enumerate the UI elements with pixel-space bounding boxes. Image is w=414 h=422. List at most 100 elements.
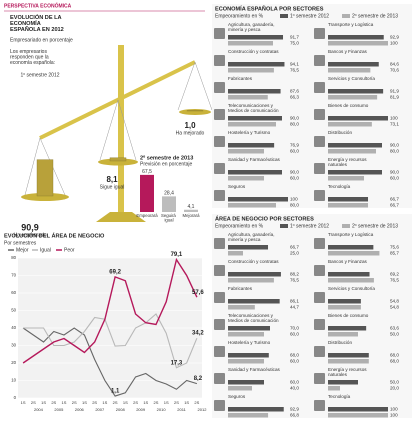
bar [228, 305, 255, 310]
text-line: Bienes de consumo [328, 313, 369, 318]
value-label: 92,9 [290, 407, 299, 412]
bar [328, 407, 388, 412]
category-label: Seguros [228, 184, 246, 189]
bar [328, 176, 364, 181]
value-label: 86,1 [290, 299, 299, 304]
value-label: 20,0 [390, 386, 399, 391]
value-label: 100 [290, 197, 298, 202]
value-label: 50,0 [390, 332, 399, 337]
legend-label: Peor [64, 247, 75, 253]
note: Los empresarios responden que la economí… [10, 49, 55, 66]
category-label: Energía y recursos naturales [328, 157, 368, 167]
text-line: ECONOMÍA [10, 19, 42, 27]
value-label: 88,2 [290, 272, 299, 277]
text-line: Fabricantes [228, 76, 253, 81]
text-line: Telecomunicaciones y [228, 313, 274, 318]
bar [228, 149, 264, 154]
bar [228, 116, 282, 121]
category-label: Telecomunicaciones y Medios de comunicac… [228, 103, 279, 113]
sector-icon [314, 373, 325, 384]
category-label: Distribución [328, 340, 352, 345]
bar [328, 41, 388, 46]
bar [328, 359, 369, 364]
text-line: Transporte y Logística [328, 22, 374, 27]
value-label: 94,1 [290, 62, 299, 67]
category-label: Fabricantes [228, 286, 253, 291]
subtitle: Previsión en porcentaje [140, 161, 192, 167]
sector-icon [314, 292, 325, 303]
value-label: 60,0 [290, 380, 299, 385]
category-label: Fabricantes [228, 76, 253, 81]
x-tick-label: 1S [41, 400, 46, 405]
text-line: Seguros [228, 394, 246, 399]
legend-label: 1º semestre 2012 [290, 223, 329, 229]
x-tick-label: 2S [133, 400, 138, 405]
sector-icon [314, 163, 325, 174]
value-label: 25,0 [290, 251, 299, 256]
value-label: 81,9 [390, 95, 399, 100]
string [177, 61, 196, 111]
category-label: Bienes de consumo [328, 313, 369, 318]
x-tick-label: 2S [72, 400, 77, 405]
bar [328, 35, 384, 40]
value-label: 69,2 [109, 269, 121, 275]
bar [228, 380, 264, 385]
value-label: 68,0 [390, 353, 399, 358]
category-label: Ha empeorado [13, 232, 46, 238]
legend-swatch [280, 224, 288, 228]
sector-icon [214, 28, 225, 39]
value-label: 54,8 [390, 299, 399, 304]
chart-title: ÁREA DE NEGOCIO POR SECTORES [215, 215, 314, 222]
bar [328, 143, 382, 148]
value-label: 76,5 [390, 278, 399, 283]
value-label: 1,1 [111, 389, 120, 395]
bar [328, 380, 358, 385]
value-label: 90,9 [21, 222, 39, 232]
value-label: 34,2 [192, 331, 204, 337]
value-label: 8,2 [194, 376, 203, 382]
value-label: 90,0 [290, 116, 299, 121]
value-label: 100 [390, 413, 398, 418]
bar [228, 89, 281, 94]
sector-icon [314, 346, 325, 357]
category-label: Bienes de consumo [328, 103, 369, 108]
bar [228, 143, 275, 148]
value-label: 100 [390, 116, 398, 121]
text-line: Distribución [328, 340, 352, 345]
text-line: Transporte y Logística [328, 232, 374, 237]
value-label: 70,0 [290, 326, 299, 331]
value-label: 67,5 [142, 169, 152, 175]
y-tick-label: 30 [11, 343, 16, 348]
sector-icon [214, 55, 225, 66]
value-label: 91,9 [390, 89, 399, 94]
value-label: 60,0 [290, 176, 299, 181]
legend-swatch [342, 224, 350, 228]
text-line: Fabricantes [228, 286, 253, 291]
category-label: Distribución [328, 130, 352, 135]
category-label: Tecnología [328, 184, 351, 189]
text-line: Empeorará [136, 213, 158, 218]
sector-icon [314, 238, 325, 249]
x-tick-label: 1S [82, 400, 87, 405]
x-tick-label: 1S [62, 400, 67, 405]
chart-title: EVOLUCIÓN DEL ÁREA DE NEGOCIO [4, 231, 105, 239]
value-label: 40,0 [290, 386, 299, 391]
value-label: 91,7 [290, 35, 299, 40]
pan [21, 193, 69, 201]
category-label: Seguros [228, 394, 246, 399]
pan [98, 158, 138, 166]
value-label: 92,9 [390, 35, 399, 40]
value-label: 84,6 [390, 62, 399, 67]
text-line: Construcción y contratas [228, 259, 279, 264]
value-label: 17,3 [171, 360, 183, 366]
category-label: Hostelería y Turismo [228, 130, 271, 135]
sector-icon [214, 265, 225, 276]
value-label: 50,0 [390, 380, 399, 385]
value-label: 90,0 [290, 170, 299, 175]
value-label: 28,4 [164, 191, 174, 197]
text-line: Servicios y Consultoría [328, 286, 375, 291]
sector-icon [314, 265, 325, 276]
text-line: naturales [328, 162, 348, 167]
bar [328, 116, 388, 121]
chart-title: 2º semestre de 2013 [140, 155, 193, 161]
